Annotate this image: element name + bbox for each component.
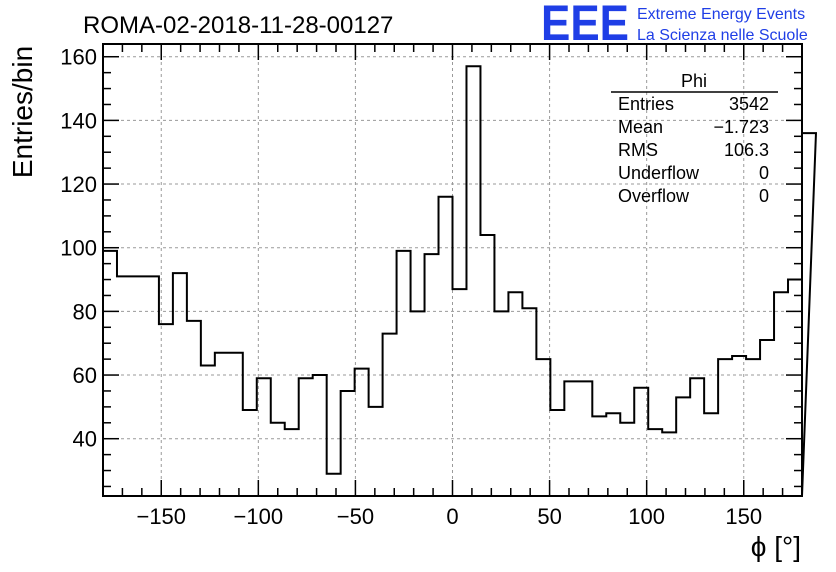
x-tick-label: −150 — [136, 504, 186, 529]
grid-lines — [103, 44, 802, 496]
chart-title: ROMA-02-2018-11-28-00127 — [83, 12, 393, 39]
stats-title: Phi — [681, 71, 707, 91]
histogram-line — [102, 65, 818, 497]
stats-label: Mean — [618, 117, 663, 137]
plot-frame — [102, 43, 803, 497]
x-tick-label: 100 — [628, 504, 665, 529]
y-tick-label: 100 — [60, 236, 97, 261]
stats-label: Overflow — [618, 186, 690, 206]
stats-label: Underflow — [618, 163, 700, 183]
eee-logo: EEE Extreme Energy Events La Scienza nel… — [541, 0, 808, 51]
y-tick-label: 60 — [73, 363, 97, 388]
stats-label: RMS — [618, 140, 658, 160]
stats-rows: Entries 3542 Mean −1.723 RMS 106.3 Underflow 0 O… — [618, 94, 769, 206]
x-tick-labels: −150 −100 −50 0 50 100 150 — [136, 504, 762, 529]
stats-label: Entries — [618, 94, 674, 114]
logo-line-1: Extreme Energy Events — [637, 6, 805, 23]
y-tick-label: 40 — [73, 427, 97, 452]
x-tick-label: 150 — [725, 504, 762, 529]
x-tick-label: −100 — [234, 504, 284, 529]
stats-box: Phi Entries 3542 Mean −1.723 RMS 106.3 Underfl… — [611, 71, 778, 206]
y-tick-label: 140 — [60, 108, 97, 133]
logo-mark: EEE — [541, 0, 629, 51]
stats-value: −1.723 — [713, 117, 769, 137]
x-tick-label: 0 — [446, 504, 458, 529]
stats-value: 0 — [759, 163, 769, 183]
y-axis-label: Entries/bin — [7, 46, 38, 178]
x-tick-label: −50 — [337, 504, 374, 529]
y-tick-labels: 40 60 80 100 120 140 160 — [60, 45, 97, 452]
y-tick-label: 160 — [60, 45, 97, 70]
y-tick-label: 120 — [60, 172, 97, 197]
x-tick-label: 50 — [537, 504, 561, 529]
stats-value: 0 — [759, 186, 769, 206]
stats-value: 106.3 — [724, 140, 769, 160]
axis-ticks — [103, 44, 802, 496]
y-tick-label: 80 — [73, 299, 97, 324]
logo-line-2: La Scienza nelle Scuole — [637, 27, 808, 44]
x-axis-label: ϕ [°] — [751, 531, 801, 562]
stats-value: 3542 — [729, 94, 769, 114]
